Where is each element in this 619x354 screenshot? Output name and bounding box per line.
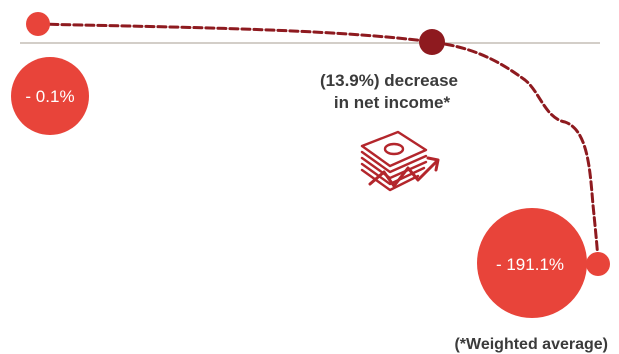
end-point: [586, 252, 610, 276]
footnote: (*Weighted average): [454, 336, 608, 353]
trend-path: [36, 22, 600, 266]
midpoint-marker: [419, 29, 445, 55]
left-bubble-label: - 0.1%: [25, 87, 74, 106]
money-decline-icon: [360, 130, 440, 192]
right-bubble-label: - 191.1%: [496, 255, 564, 274]
right-value-bubble: [477, 208, 587, 318]
left-value-bubble: [11, 57, 89, 135]
center-note-line2: in net income*: [334, 93, 451, 112]
start-point: [26, 12, 50, 36]
center-note-line1: (13.9%) decrease: [320, 71, 458, 90]
